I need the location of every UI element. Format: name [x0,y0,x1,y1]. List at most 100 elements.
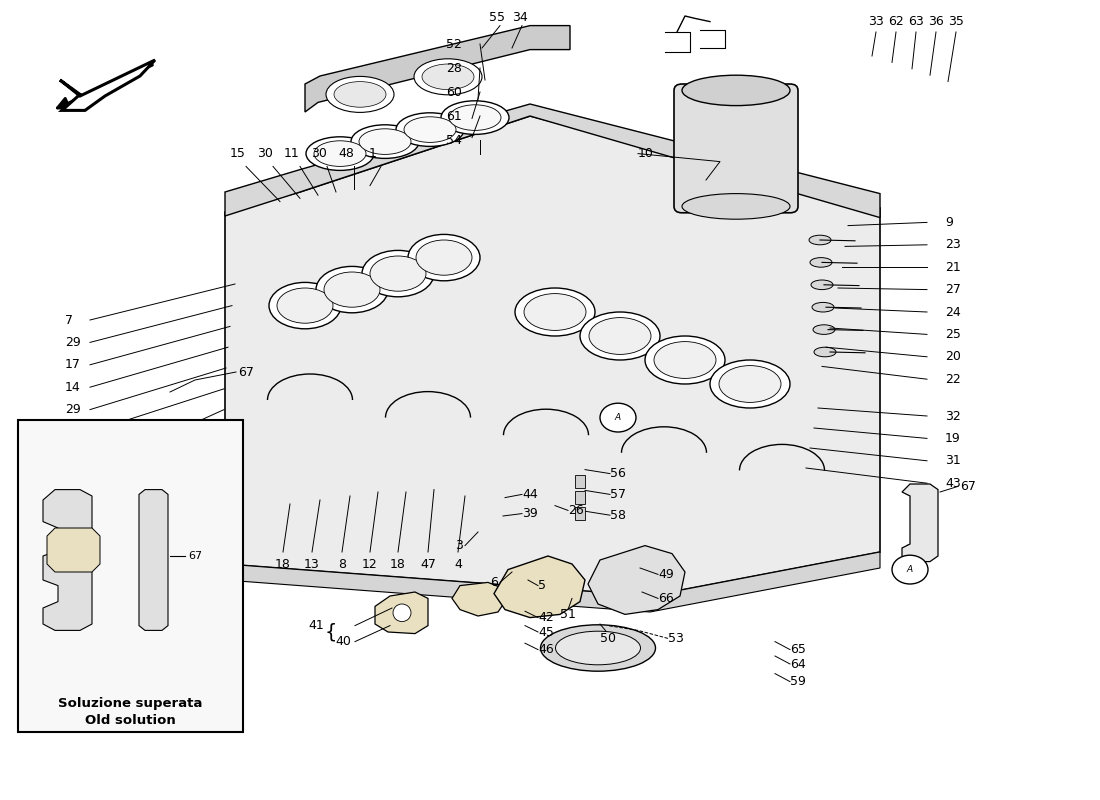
Text: 18: 18 [390,558,406,571]
Text: 57: 57 [610,488,626,501]
Text: 61: 61 [447,110,462,122]
Text: 30: 30 [311,147,327,160]
Text: 29: 29 [65,336,80,349]
Text: 39: 39 [522,507,538,520]
Ellipse shape [270,282,341,329]
Text: 33: 33 [868,15,884,28]
Text: 50: 50 [600,632,616,645]
Text: 45: 45 [538,626,554,638]
Text: 52: 52 [447,38,462,50]
Text: 4: 4 [454,558,462,571]
Ellipse shape [682,75,790,106]
Text: 35: 35 [948,15,964,28]
Text: 8: 8 [338,558,346,571]
Text: 2005: 2005 [584,436,756,540]
Ellipse shape [540,625,656,671]
Ellipse shape [414,58,482,94]
Text: 31: 31 [945,454,960,467]
Text: 1: 1 [370,147,377,160]
Text: 59: 59 [790,675,806,688]
Text: 19: 19 [945,432,960,445]
Polygon shape [902,484,938,562]
Ellipse shape [408,234,480,281]
Text: 62: 62 [888,15,904,28]
Text: 37: 37 [65,482,81,494]
Ellipse shape [316,266,388,313]
Text: la passion: la passion [411,359,649,473]
Text: 22: 22 [945,373,960,386]
Text: 12: 12 [362,558,378,571]
Text: 16: 16 [65,506,80,518]
FancyBboxPatch shape [674,84,798,213]
Text: 23: 23 [945,238,960,251]
Ellipse shape [422,64,474,90]
Text: 29: 29 [65,403,80,416]
Ellipse shape [812,302,834,312]
Ellipse shape [326,76,394,112]
Bar [575,491,585,504]
Ellipse shape [524,294,586,330]
Polygon shape [305,26,570,112]
Text: 58: 58 [610,509,626,522]
Polygon shape [494,556,585,618]
Text: 42: 42 [538,611,553,624]
Ellipse shape [719,366,781,402]
Text: 15: 15 [230,147,246,160]
Polygon shape [226,552,880,612]
Polygon shape [452,582,505,616]
Ellipse shape [404,117,456,142]
Text: 51: 51 [560,608,576,621]
Text: 3: 3 [455,539,463,552]
Circle shape [600,403,636,432]
Polygon shape [588,546,685,614]
Text: 41: 41 [308,619,323,632]
Text: 24: 24 [945,306,960,318]
Text: 48: 48 [338,147,354,160]
Text: 10: 10 [638,147,653,160]
Ellipse shape [306,137,374,170]
Ellipse shape [515,288,595,336]
Ellipse shape [449,105,500,130]
Ellipse shape [682,194,790,219]
Text: 32: 32 [945,410,960,422]
Ellipse shape [370,256,426,291]
Text: 17: 17 [65,358,81,371]
Ellipse shape [396,113,464,146]
Ellipse shape [810,258,832,267]
Text: 47: 47 [420,558,436,571]
Text: 7: 7 [65,314,73,326]
FancyBboxPatch shape [18,420,243,732]
Text: 65: 65 [790,643,806,656]
Ellipse shape [556,631,640,665]
Polygon shape [375,592,428,634]
Text: 56: 56 [610,467,626,480]
Text: 11: 11 [284,147,300,160]
Text: 36: 36 [928,15,944,28]
Text: 25: 25 [945,328,961,341]
Ellipse shape [359,129,411,154]
Text: 28: 28 [447,62,462,74]
Ellipse shape [645,336,725,384]
Text: 53: 53 [668,632,684,645]
Text: 63: 63 [909,15,924,28]
Text: 9: 9 [945,216,953,229]
Text: 43: 43 [945,477,960,490]
Ellipse shape [580,312,660,360]
Polygon shape [139,490,168,630]
Ellipse shape [362,250,435,297]
Text: 2: 2 [65,531,73,544]
Text: 67: 67 [238,366,254,378]
Polygon shape [60,60,155,110]
Text: 27: 27 [945,283,961,296]
Text: 2: 2 [65,426,73,438]
Text: A: A [615,413,622,422]
Text: 54: 54 [447,134,462,146]
Bar [575,475,585,488]
Polygon shape [43,490,92,630]
Text: $\{$: $\{$ [324,621,336,643]
Text: A: A [906,565,913,574]
Ellipse shape [277,288,333,323]
Ellipse shape [416,240,472,275]
Text: 64: 64 [790,658,805,670]
Text: 26: 26 [568,504,584,517]
